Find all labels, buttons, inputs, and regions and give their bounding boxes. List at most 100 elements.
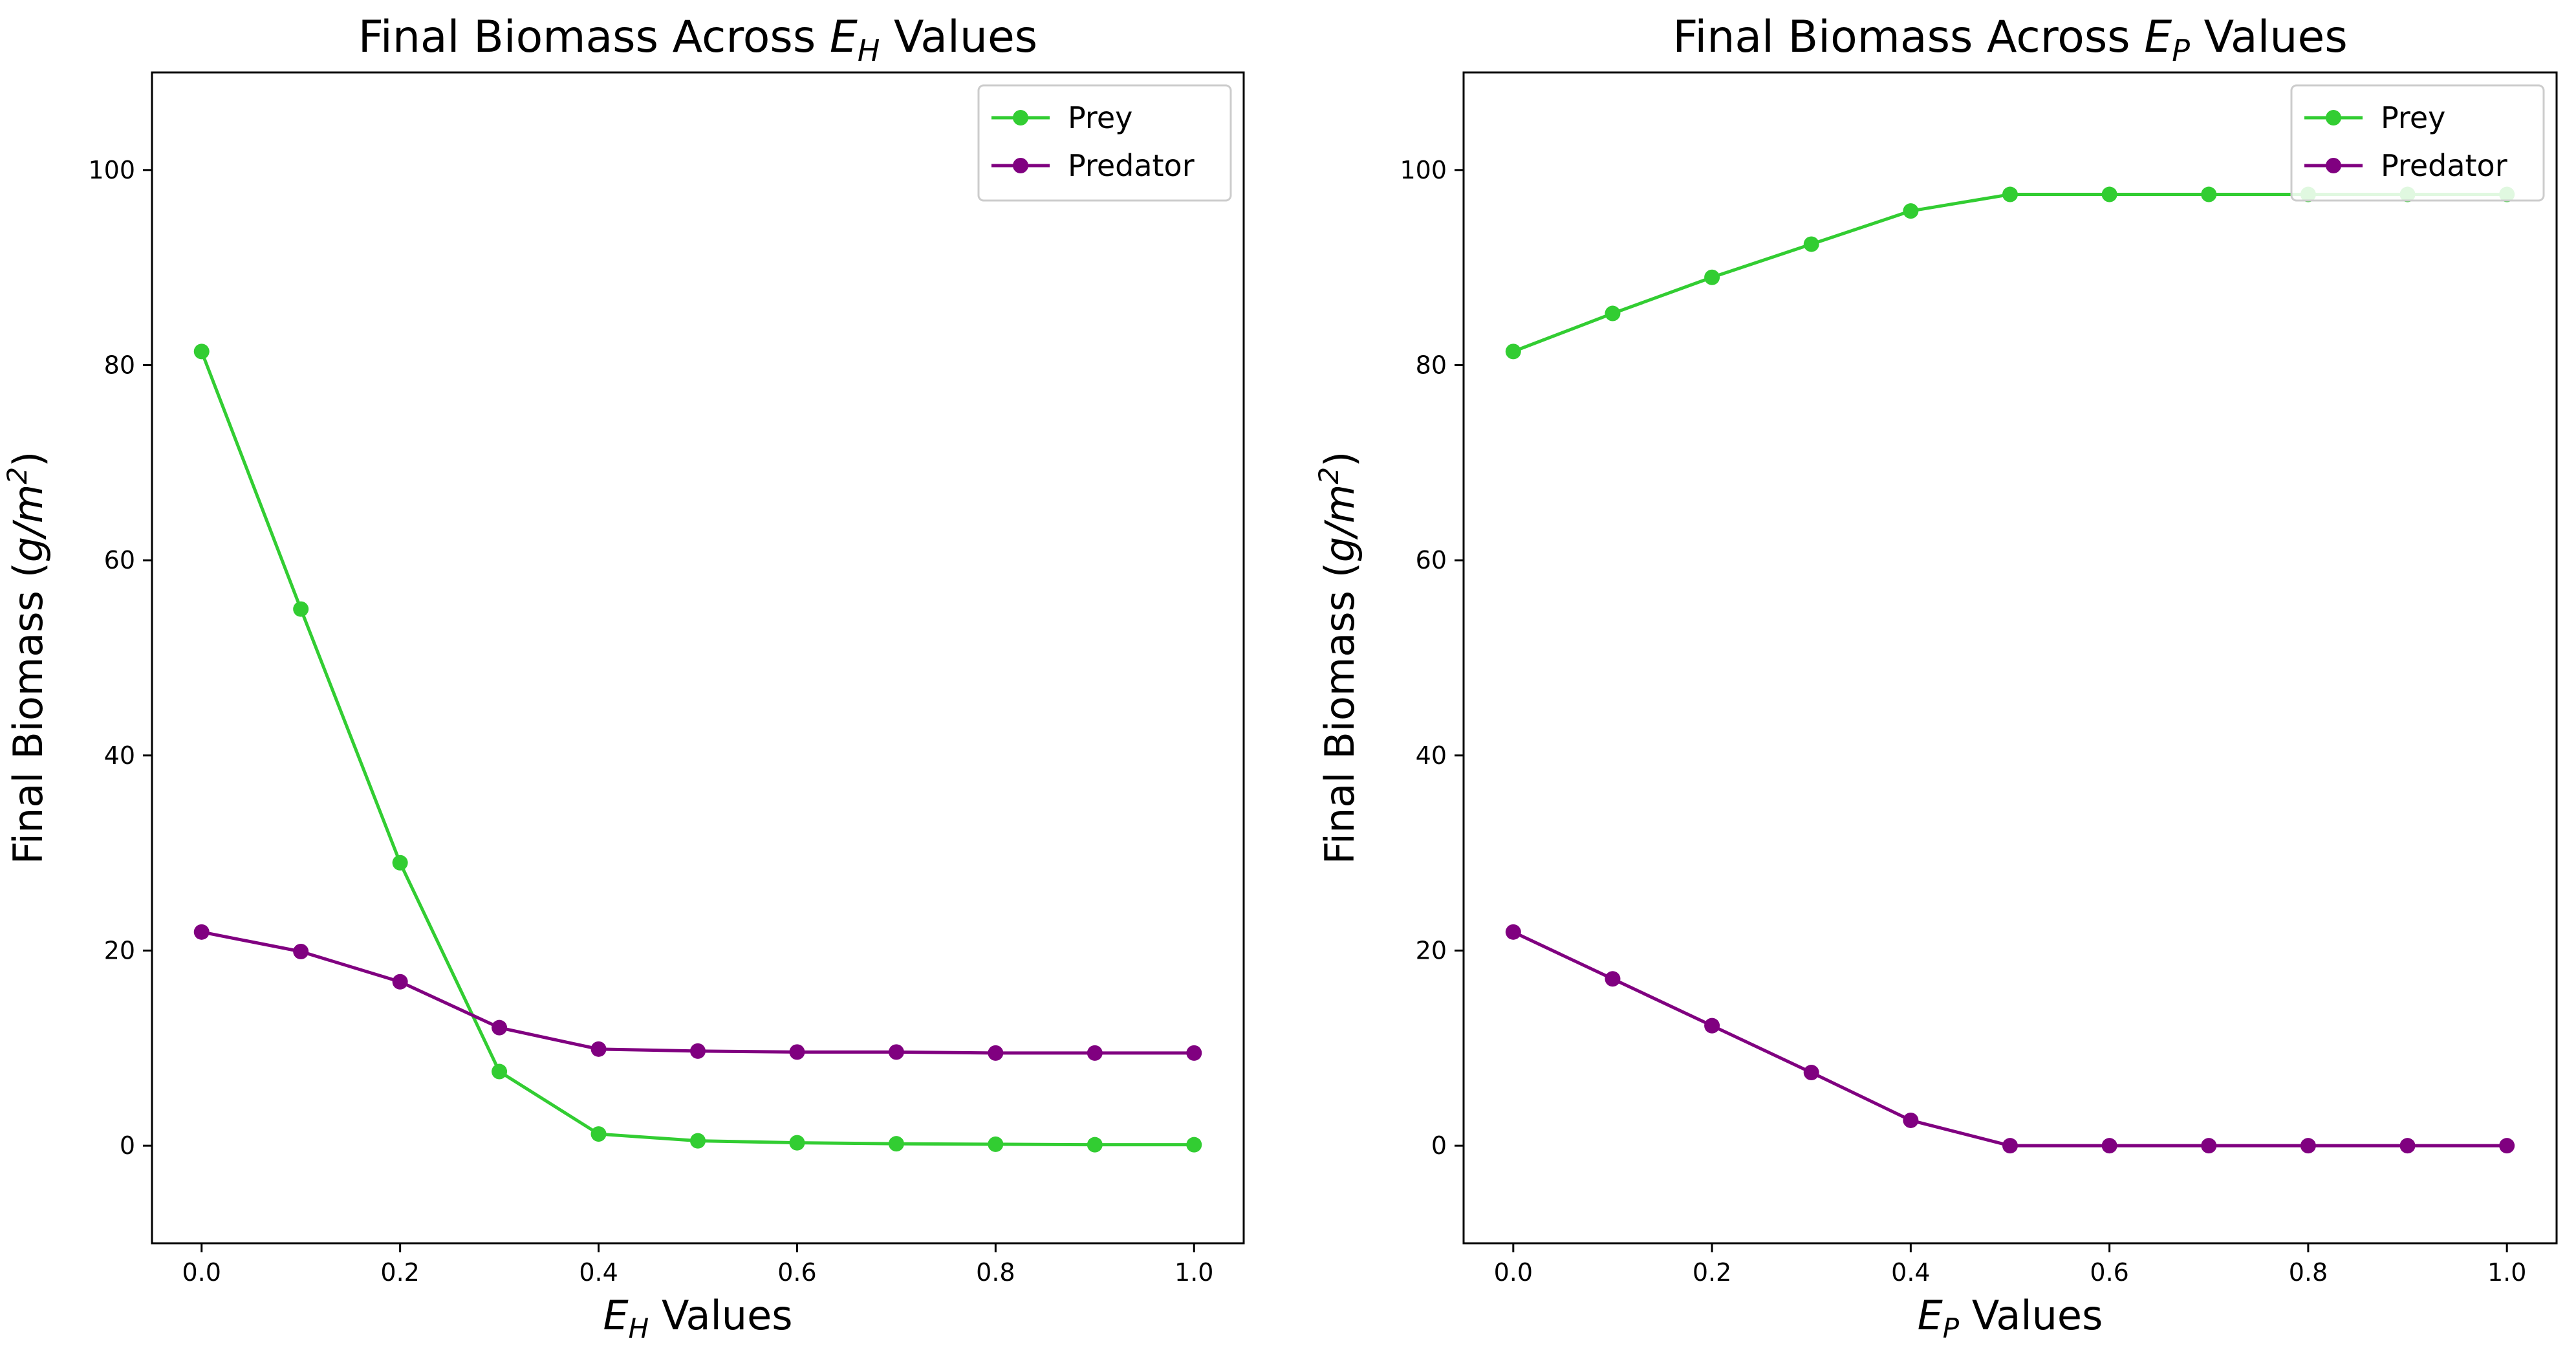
predator-data-point — [988, 1045, 1004, 1061]
legend-prey-marker — [1013, 110, 1028, 125]
x-tick-label: 1.0 — [2487, 1258, 2526, 1287]
chart-title-prefix: Final Biomass Across — [358, 12, 830, 63]
predator-data-point — [2499, 1138, 2515, 1154]
predator-data-point — [1803, 1065, 1819, 1081]
x-axis-label-subscript: H — [629, 1312, 649, 1344]
chart-title-suffix: Values — [2190, 12, 2348, 63]
y-tick-label: 0 — [1431, 1131, 1447, 1160]
prey-data-point — [1087, 1137, 1103, 1153]
chart-title: Final Biomass Across EP Values — [1672, 12, 2348, 68]
prey-data-point — [1903, 203, 1919, 219]
predator-data-point — [1704, 1018, 1720, 1034]
predator-data-point — [590, 1041, 607, 1057]
predator-data-point — [690, 1043, 706, 1059]
chart-title-symbol: E — [830, 12, 858, 63]
x-tick-label: 0.4 — [1891, 1258, 1930, 1287]
x-axis-label-symbol: E — [1918, 1292, 1943, 1339]
prey-data-point — [690, 1133, 706, 1149]
y-axis-label-suffix: ) — [1316, 452, 1363, 467]
y-axis-label: Final Biomass (g/m2) — [1, 452, 52, 865]
x-tick-label: 0.0 — [1494, 1258, 1533, 1287]
y-tick-label: 0 — [120, 1131, 135, 1160]
y-tick-label: 100 — [1400, 156, 1447, 184]
y-axis-label-unit: g/m — [1316, 485, 1363, 563]
chart-title: Final Biomass Across EH Values — [358, 12, 1037, 68]
legend-box — [977, 84, 1232, 202]
y-tick-label: 80 — [104, 351, 135, 380]
y-tick-label: 20 — [104, 937, 135, 965]
predator-data-point — [1505, 924, 1521, 940]
y-tick-label: 40 — [104, 741, 135, 770]
x-axis-label-subscript: P — [1943, 1312, 1960, 1344]
prey-data-point — [1186, 1137, 1202, 1153]
y-tick-label: 60 — [1416, 546, 1447, 574]
predator-data-point — [193, 924, 210, 940]
predator-data-point — [888, 1044, 904, 1060]
predator-data-point — [1903, 1112, 1919, 1128]
x-tick-label: 1.0 — [1174, 1258, 1213, 1287]
chart-title-suffix: Values — [880, 12, 1037, 63]
prey-data-point — [888, 1136, 904, 1152]
y-tick-label: 80 — [1416, 351, 1447, 380]
x-tick-label: 0.6 — [2090, 1258, 2128, 1287]
predator-data-point — [1087, 1045, 1103, 1061]
prey-data-point — [2002, 186, 2018, 202]
x-tick-label: 0.8 — [976, 1258, 1015, 1287]
legend-predator-label: Predator — [1068, 148, 1195, 183]
x-axis-label: EP Values — [1918, 1292, 2103, 1344]
prey-data-point — [1505, 343, 1521, 360]
x-tick-label: 0.2 — [380, 1258, 419, 1287]
prey-data-point — [1605, 305, 1621, 321]
plot-frame — [151, 71, 1245, 1245]
x-axis-label-suffix: Values — [649, 1292, 792, 1339]
prey-data-point — [789, 1135, 805, 1151]
prey-data-point — [988, 1136, 1004, 1152]
prey-data-point — [492, 1063, 508, 1080]
y-axis-label-suffix: ) — [5, 452, 52, 467]
chart-title-subscript: P — [2172, 33, 2190, 68]
legend-predator-label: Predator — [2381, 148, 2507, 183]
y-tick-label: 60 — [104, 546, 135, 574]
prey-data-point — [2101, 186, 2117, 202]
legend: Prey Predator — [977, 84, 1232, 202]
prey-data-point — [2201, 186, 2217, 202]
y-tick-label: 40 — [1416, 741, 1447, 770]
prey-data-point — [293, 601, 309, 617]
y-axis-label-prefix: Final Biomass ( — [1316, 562, 1363, 864]
y-axis-label-superscript: 2 — [1, 467, 33, 485]
x-tick-label: 0.4 — [579, 1258, 618, 1287]
legend: Prey Predator — [2290, 84, 2545, 202]
x-tick-label: 0.6 — [777, 1258, 816, 1287]
prey-data-point — [590, 1126, 607, 1142]
predator-data-point — [2201, 1138, 2217, 1154]
plot-frame — [1462, 71, 2558, 1245]
x-axis-label: EH Values — [603, 1292, 792, 1344]
legend-predator-marker — [1013, 158, 1028, 173]
x-tick-label: 0.0 — [182, 1258, 221, 1287]
chart-title-prefix: Final Biomass Across — [1672, 12, 2144, 63]
predator-data-point — [2300, 1138, 2316, 1154]
y-tick-label: 100 — [88, 156, 135, 184]
x-axis-label-suffix: Values — [1959, 1292, 2103, 1339]
predator-data-point — [492, 1019, 508, 1036]
prey-data-point — [392, 855, 408, 871]
y-axis-label-superscript: 2 — [1313, 467, 1345, 485]
chart-title-symbol: E — [2144, 12, 2172, 63]
prey-data-point — [1704, 269, 1720, 285]
y-axis-label: Final Biomass (g/m2) — [1313, 452, 1363, 865]
x-tick-label: 0.8 — [2289, 1258, 2328, 1287]
predator-data-point — [1605, 971, 1621, 987]
legend-predator-marker — [2326, 158, 2341, 173]
predator-data-point — [1186, 1045, 1202, 1061]
y-axis-label-prefix: Final Biomass ( — [5, 562, 52, 864]
legend-prey-marker — [2326, 110, 2341, 125]
prey-data-point — [1803, 236, 1819, 252]
predator-data-point — [392, 974, 408, 990]
chart-title-subscript: H — [858, 33, 880, 68]
legend-prey-label: Prey — [2381, 100, 2445, 135]
predator-data-point — [789, 1044, 805, 1060]
predator-data-point — [2002, 1138, 2018, 1154]
legend-prey-label: Prey — [1068, 100, 1132, 135]
